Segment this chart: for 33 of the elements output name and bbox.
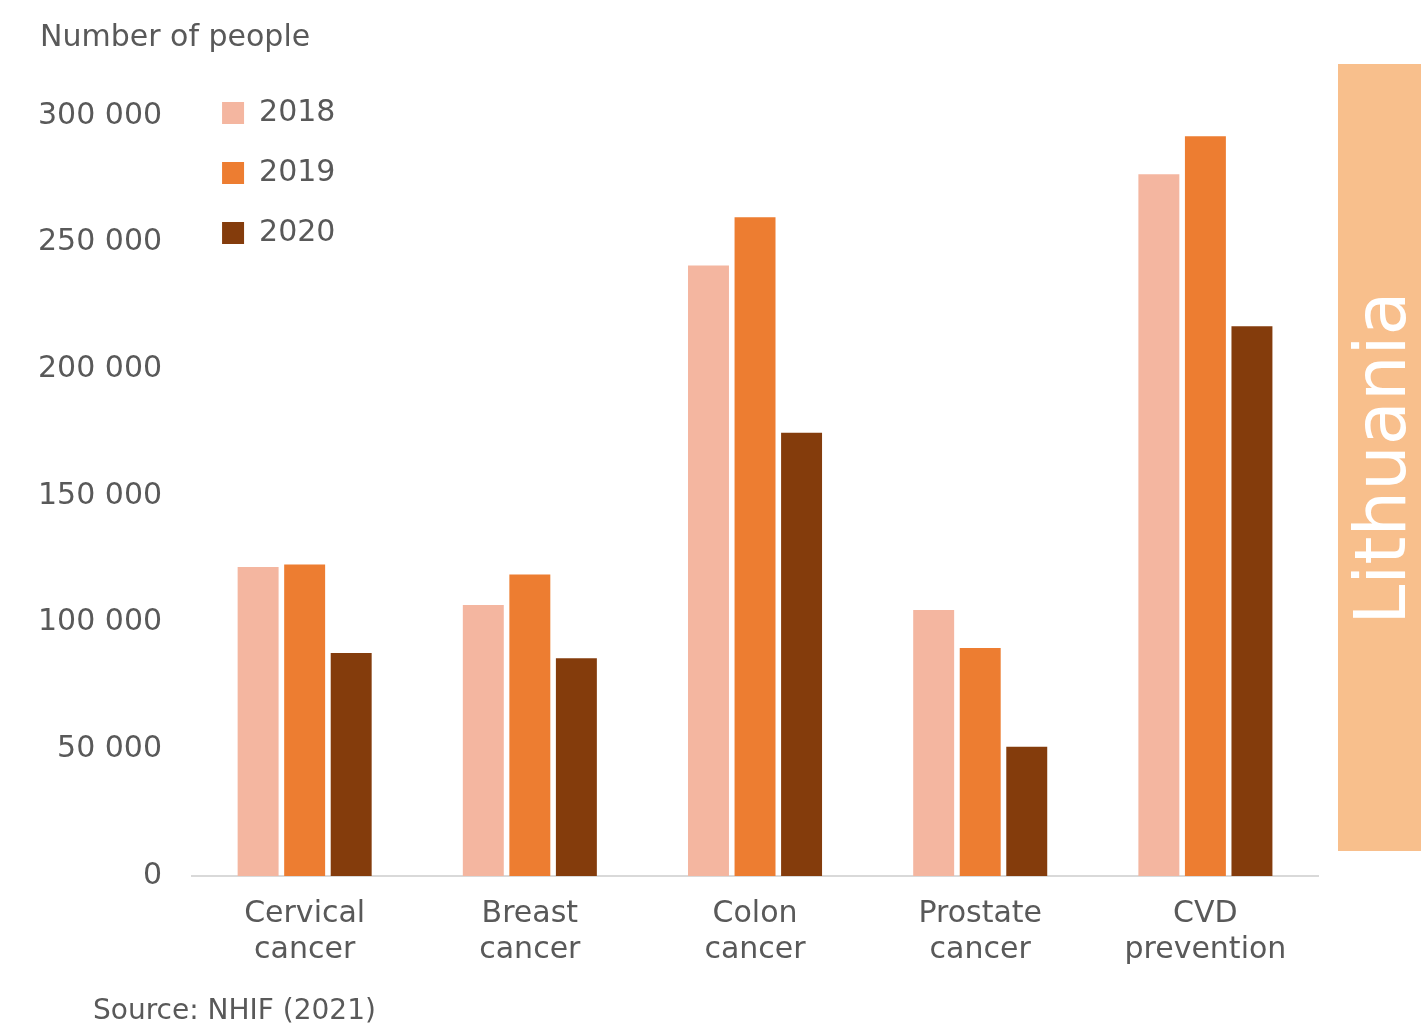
x-tick-label: Cervical cancer [244, 893, 366, 965]
bar [237, 566, 279, 876]
y-tick-label: 150 000 [38, 475, 163, 511]
bar [1138, 174, 1180, 876]
x-tick-label: Colon cancer [704, 893, 807, 965]
text: Lithuania [1337, 290, 1421, 625]
bar [688, 265, 729, 876]
bar [1231, 326, 1273, 876]
x-tick-label: CVD prevention [1124, 893, 1287, 965]
x-tick-label: Prostate cancer [918, 893, 1043, 965]
y-tick-label: 300 000 [38, 95, 163, 131]
legend-label: 2018 [259, 92, 336, 128]
bar [330, 653, 372, 876]
bar [959, 648, 1001, 876]
y-tick-label: 100 000 [38, 602, 163, 638]
bar [1006, 746, 1048, 876]
y-axis-title: Number of people [40, 18, 311, 53]
bar [284, 564, 326, 876]
bar [462, 604, 504, 876]
x-tick-label: Breast cancer [479, 893, 582, 965]
y-tick-label: 50 000 [57, 729, 163, 765]
source-note: Source: NHIF (2021) [93, 993, 376, 1026]
bar [555, 658, 597, 876]
y-tick-label: 0 [142, 855, 163, 891]
bar [734, 217, 776, 876]
bar [913, 610, 955, 876]
bar [1184, 136, 1226, 876]
bar [509, 574, 551, 876]
bar [781, 432, 823, 876]
legend-label: 2020 [259, 212, 336, 248]
y-tick-label: 200 000 [38, 349, 163, 385]
legend-label: 2019 [259, 152, 336, 188]
y-tick-label: 250 000 [38, 222, 163, 258]
